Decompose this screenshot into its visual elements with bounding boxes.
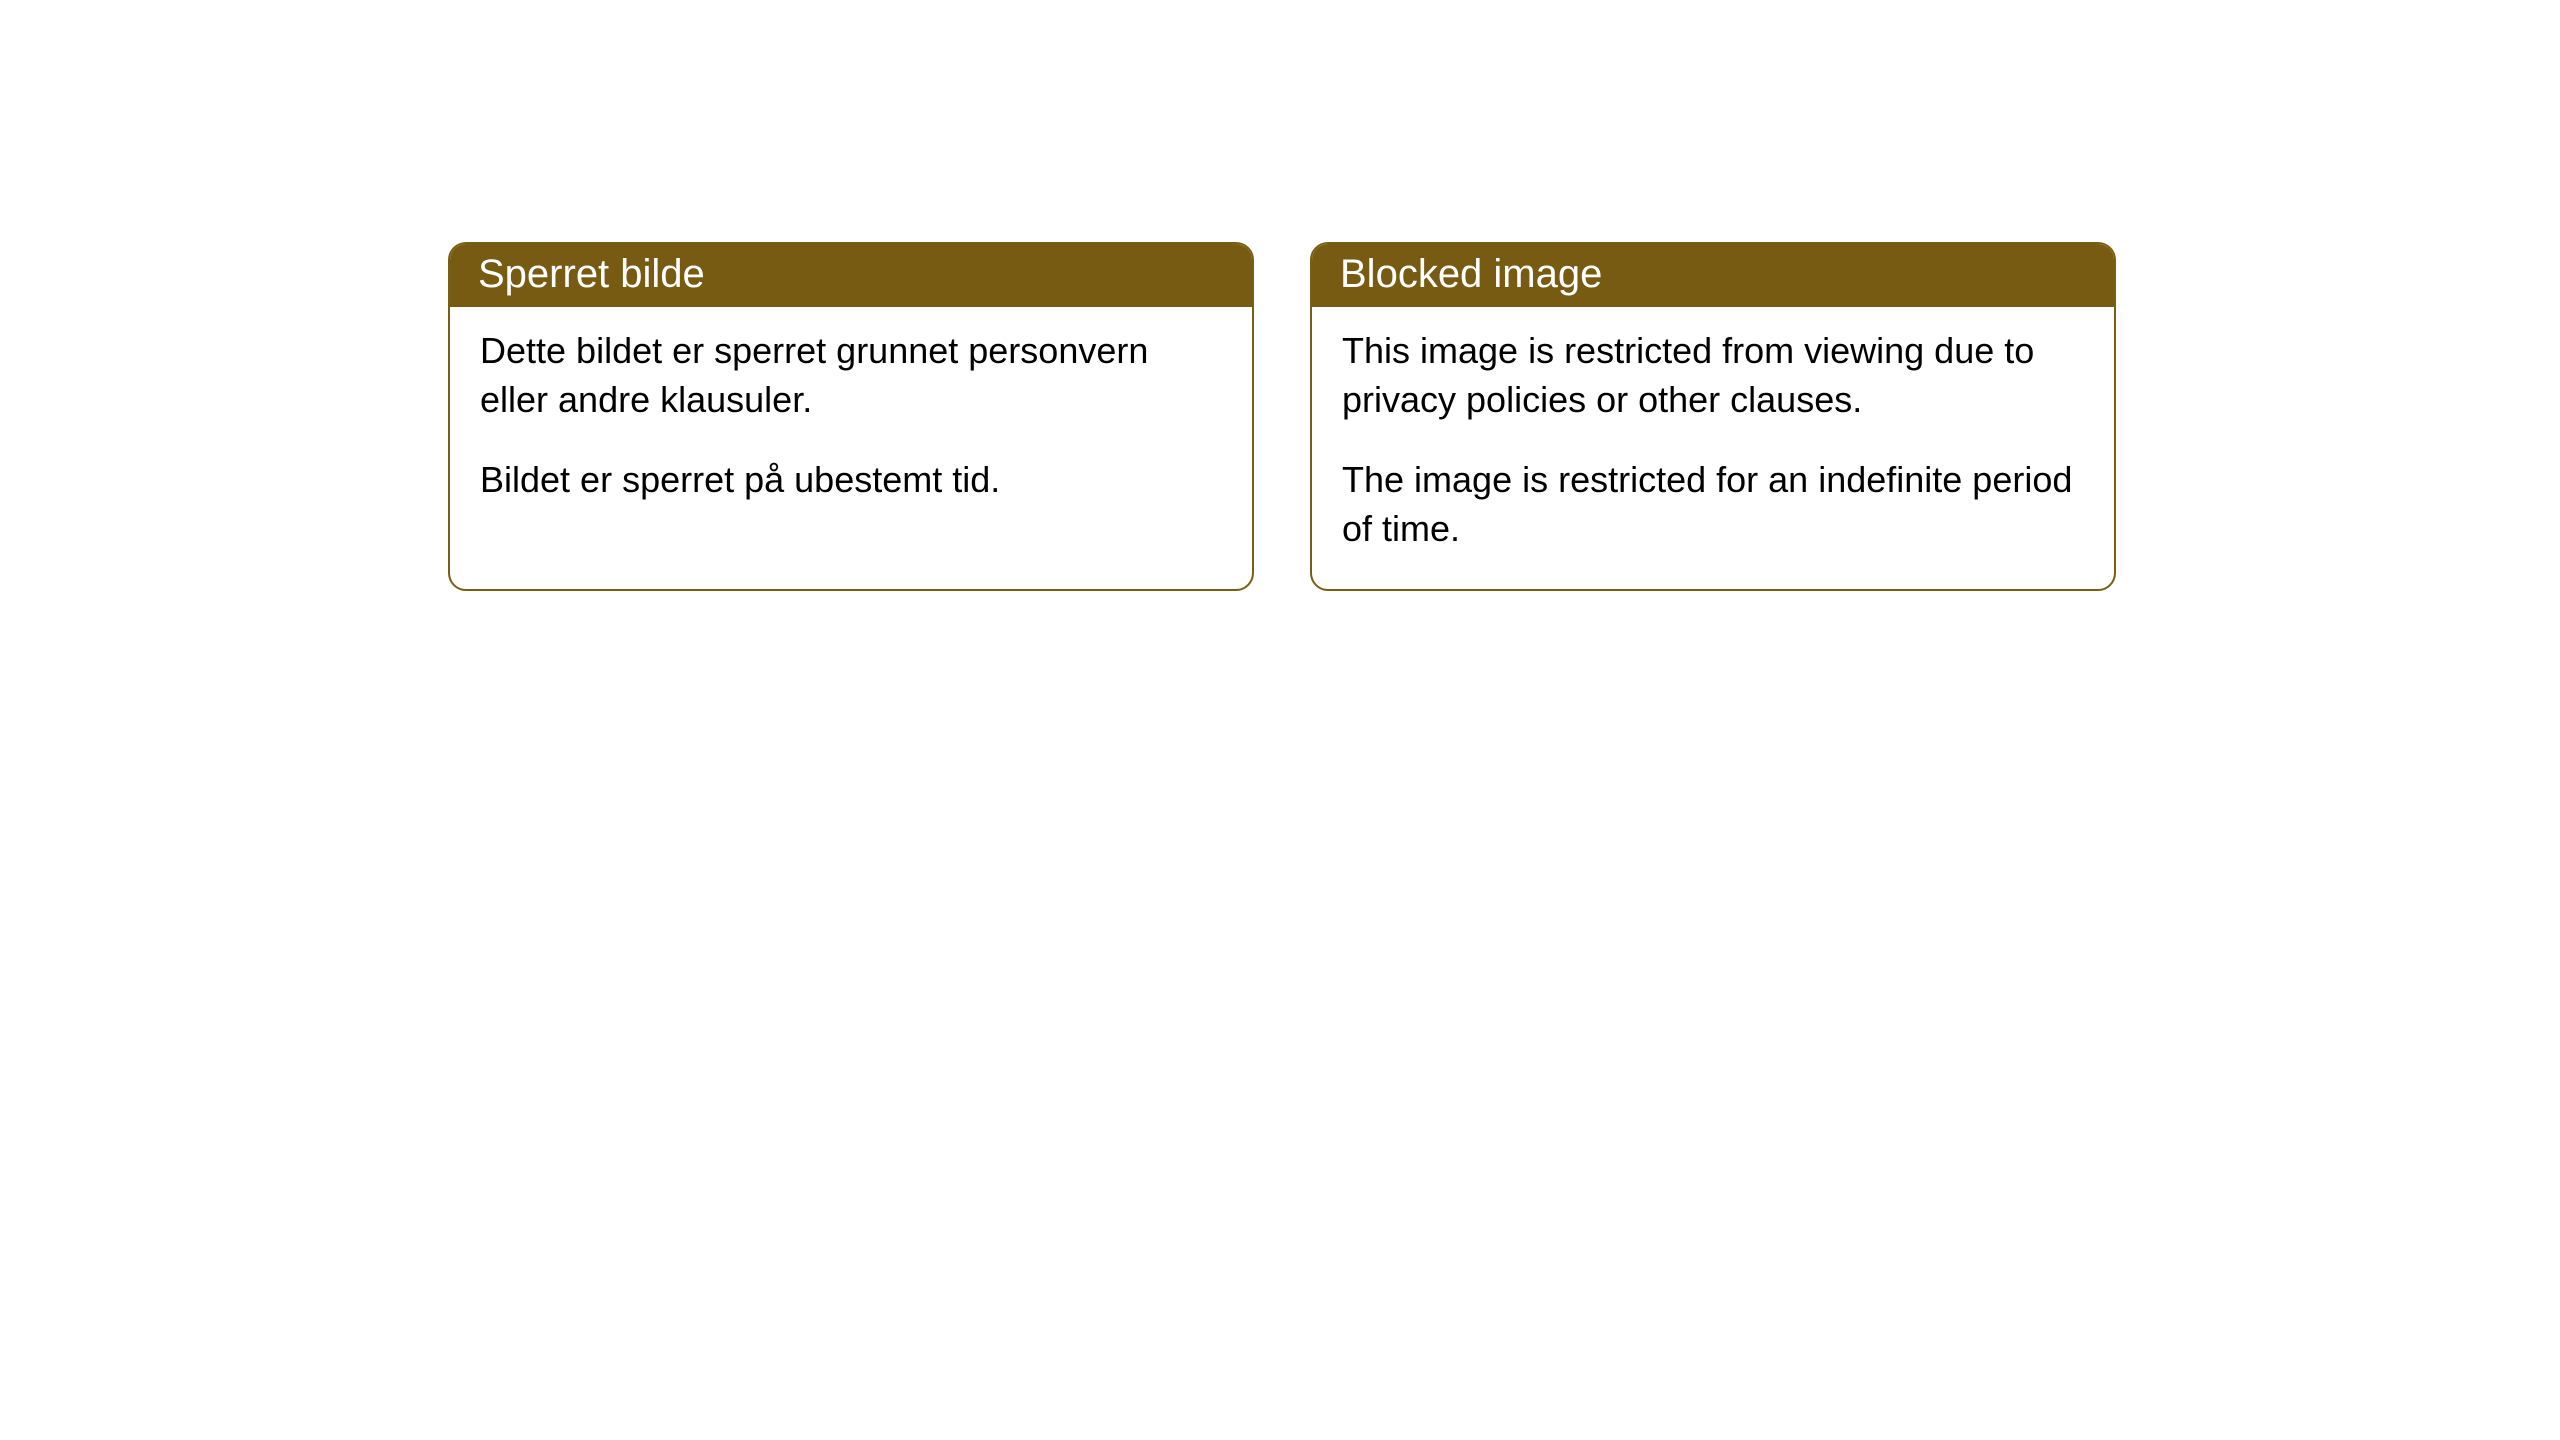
card-body-english: This image is restricted from viewing du…: [1312, 307, 2114, 589]
card-paragraph: Bildet er sperret på ubestemt tid.: [480, 456, 1222, 505]
card-header-norwegian: Sperret bilde: [450, 244, 1252, 307]
card-paragraph: The image is restricted for an indefinit…: [1342, 456, 2084, 553]
card-paragraph: This image is restricted from viewing du…: [1342, 327, 2084, 424]
card-norwegian: Sperret bilde Dette bildet er sperret gr…: [448, 242, 1254, 591]
card-body-norwegian: Dette bildet er sperret grunnet personve…: [450, 307, 1252, 541]
card-english: Blocked image This image is restricted f…: [1310, 242, 2116, 591]
card-header-english: Blocked image: [1312, 244, 2114, 307]
cards-container: Sperret bilde Dette bildet er sperret gr…: [448, 242, 2116, 591]
card-paragraph: Dette bildet er sperret grunnet personve…: [480, 327, 1222, 424]
